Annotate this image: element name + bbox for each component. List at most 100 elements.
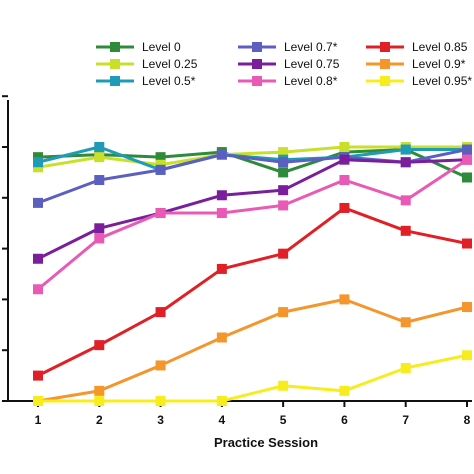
y-ticks bbox=[2, 95, 8, 402]
data-point bbox=[94, 175, 105, 186]
series-lines bbox=[33, 142, 472, 406]
x-axis-title: Practice Session bbox=[214, 435, 318, 450]
data-point bbox=[278, 157, 289, 168]
data-point bbox=[462, 350, 472, 361]
data-point bbox=[155, 396, 166, 406]
x-tick-label: 7 bbox=[402, 413, 409, 427]
data-point bbox=[462, 238, 472, 249]
series-5 bbox=[33, 154, 472, 295]
data-point bbox=[400, 195, 411, 206]
series-line bbox=[37, 158, 468, 261]
data-point bbox=[155, 159, 166, 170]
series-line bbox=[37, 158, 468, 291]
data-point bbox=[462, 144, 472, 155]
legend-item: Level 0 bbox=[96, 40, 181, 54]
legend-item: Level 0.9* bbox=[366, 57, 466, 71]
data-point bbox=[94, 142, 105, 152]
legend-item: Level 0.5* bbox=[96, 74, 196, 88]
data-point bbox=[400, 362, 411, 373]
data-point bbox=[339, 147, 350, 158]
legend-label: Level 0.85 bbox=[412, 40, 468, 54]
data-point bbox=[278, 200, 289, 211]
x-tick-label: 5 bbox=[280, 413, 287, 427]
legend-item: Level 0.75 bbox=[238, 57, 340, 71]
data-point bbox=[94, 396, 105, 406]
data-point bbox=[94, 385, 105, 396]
legend-marker bbox=[252, 42, 262, 52]
data-point bbox=[33, 152, 43, 163]
series-line bbox=[38, 353, 468, 403]
data-point bbox=[155, 152, 166, 163]
data-point bbox=[216, 332, 227, 343]
legend-marker bbox=[252, 76, 262, 86]
data-point bbox=[278, 147, 289, 158]
legend-label: Level 0 bbox=[142, 40, 181, 54]
legend-item: Level 0.95* bbox=[366, 74, 472, 88]
data-point bbox=[155, 164, 166, 175]
data-point bbox=[33, 197, 43, 208]
legend-item: Level 0.8* bbox=[238, 74, 338, 88]
data-point bbox=[33, 253, 43, 264]
x-tick-label: 4 bbox=[219, 413, 226, 427]
legend-item: Level 0.85 bbox=[366, 40, 468, 54]
data-point bbox=[94, 152, 105, 163]
data-point bbox=[216, 396, 227, 406]
x-tick-label: 1 bbox=[35, 413, 42, 427]
legend-marker bbox=[252, 59, 262, 69]
series-8 bbox=[33, 350, 472, 406]
data-point bbox=[278, 185, 289, 196]
series-line bbox=[37, 297, 468, 403]
data-point bbox=[462, 172, 472, 183]
data-point bbox=[33, 157, 43, 168]
data-point bbox=[33, 370, 43, 381]
data-point bbox=[400, 225, 411, 236]
legend-item: Level 0.25 bbox=[96, 57, 198, 71]
data-point bbox=[462, 302, 472, 313]
data-point bbox=[278, 167, 289, 178]
legend-label: Level 0.8* bbox=[284, 74, 338, 88]
data-point bbox=[400, 144, 411, 155]
legend-marker bbox=[380, 76, 390, 86]
data-point bbox=[216, 208, 227, 219]
x-tick-label: 3 bbox=[157, 413, 164, 427]
x-tick-label: 6 bbox=[341, 413, 348, 427]
data-point bbox=[339, 175, 350, 186]
data-point bbox=[94, 223, 105, 234]
data-point bbox=[339, 142, 350, 152]
data-point bbox=[94, 233, 105, 244]
data-point bbox=[216, 149, 227, 160]
legend-label: Level 0.9* bbox=[412, 57, 466, 71]
legend-marker bbox=[380, 42, 390, 52]
legend-label: Level 0.75 bbox=[284, 57, 340, 71]
data-point bbox=[400, 317, 411, 328]
data-point bbox=[94, 340, 105, 351]
legend-item: Level 0.7* bbox=[238, 40, 338, 54]
data-point bbox=[462, 154, 472, 165]
data-point bbox=[155, 208, 166, 219]
data-point bbox=[155, 307, 166, 318]
series-7 bbox=[33, 294, 472, 406]
data-point bbox=[155, 360, 166, 371]
data-point bbox=[216, 263, 227, 274]
data-point bbox=[33, 162, 43, 173]
x-tick-label: 2 bbox=[96, 413, 103, 427]
legend-label: Level 0.5* bbox=[142, 74, 196, 88]
data-point bbox=[278, 248, 289, 259]
legend-marker bbox=[380, 59, 390, 69]
data-point bbox=[278, 380, 289, 391]
x-tick-label: 8 bbox=[464, 413, 471, 427]
legend-marker bbox=[110, 59, 120, 69]
series-line bbox=[37, 145, 467, 169]
data-point bbox=[33, 284, 43, 295]
data-point bbox=[339, 202, 350, 213]
legend: Level 0 Level 0.25 Level 0.5* Level 0.7* Lev… bbox=[96, 40, 472, 88]
data-point bbox=[339, 154, 350, 165]
data-point bbox=[339, 294, 350, 305]
data-point bbox=[278, 307, 289, 318]
data-point bbox=[339, 385, 350, 396]
data-point bbox=[216, 190, 227, 201]
series-line bbox=[37, 206, 468, 377]
series-6 bbox=[33, 202, 472, 381]
